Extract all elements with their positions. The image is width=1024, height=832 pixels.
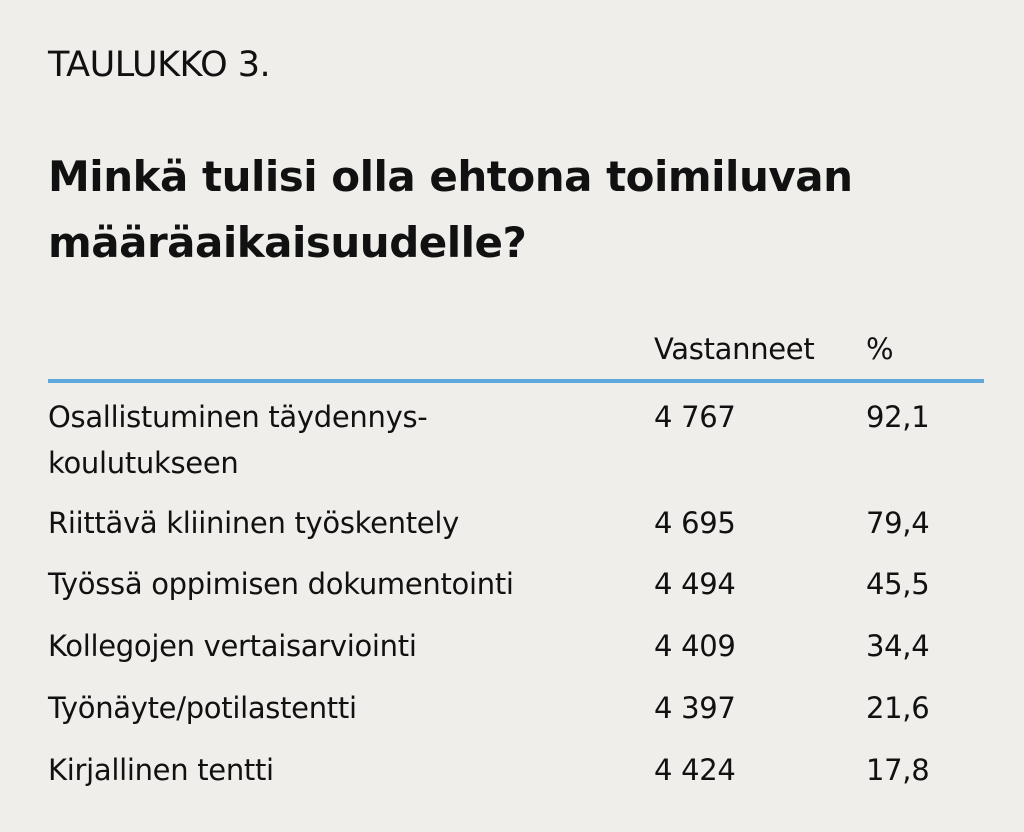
row-vastanneet: 4 409 [654,629,736,663]
row-label: Kollegojen vertaisarviointi [48,629,417,663]
row-percent: 79,4 [866,506,930,540]
table-title: Minkä tulisi olla ehtona toimiluvan määr… [48,152,853,267]
row-percent: 92,1 [866,400,930,434]
row-vastanneet: 4 494 [654,567,736,601]
data-table: Vastanneet % Osallistuminen täydennys- k… [48,0,984,832]
row-label: Työnäyte/potilastentti [48,691,357,725]
row-label: Osallistuminen täydennys- koulutukseen [48,400,428,480]
row-percent: 17,8 [866,753,930,787]
header-percent: % [866,332,894,366]
header-vastanneet: Vastanneet [654,332,815,366]
row-percent: 45,5 [866,567,930,601]
row-label: Työssä oppimisen dokumentointi [48,567,514,601]
row-vastanneet: 4 424 [654,753,736,787]
row-label: Riittävä kliininen työskentely [48,506,459,540]
row-vastanneet: 4 397 [654,691,736,725]
row-percent: 34,4 [866,629,930,663]
header-rule [48,379,984,383]
row-vastanneet: 4 695 [654,506,736,540]
row-vastanneet: 4 767 [654,400,736,434]
row-label: Kirjallinen tentti [48,753,274,787]
table-label: TAULUKKO 3. [48,45,271,85]
row-percent: 21,6 [866,691,930,725]
